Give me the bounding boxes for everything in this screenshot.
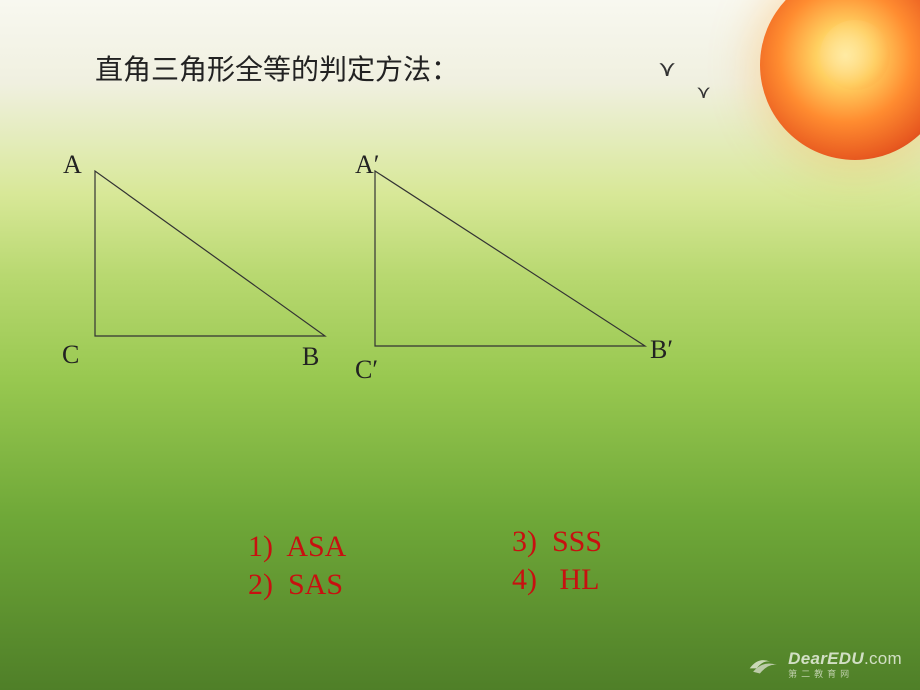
vertex-label-C-prime: C′ xyxy=(355,355,378,385)
triangle-left-shape xyxy=(95,171,325,336)
logo-swoosh-icon xyxy=(748,653,782,677)
logo-name: DearEDU xyxy=(788,649,864,668)
vertex-label-C: C xyxy=(62,340,79,370)
bird-icon: ⋎ xyxy=(696,82,711,103)
slide-title: 直角三角形全等的判定方法： xyxy=(95,48,459,88)
triangle-left xyxy=(90,166,340,351)
logo-text: DearEDU.com 第二教育网 xyxy=(788,649,902,680)
vertex-label-A-prime: A′ xyxy=(355,150,379,180)
answer-4: 4) HL xyxy=(512,563,599,597)
answer-1: 1) ASA xyxy=(248,530,346,564)
bird-icon: ⋎ xyxy=(658,56,676,82)
vertex-label-B: B xyxy=(302,342,319,372)
triangle-right-shape xyxy=(375,171,645,346)
vertex-label-A: A xyxy=(63,150,82,180)
sun-highlight xyxy=(820,20,890,90)
answer-3: 3) SSS xyxy=(512,525,602,559)
answer-2: 2) SAS xyxy=(248,568,343,602)
site-logo: DearEDU.com 第二教育网 xyxy=(748,649,902,680)
vertex-label-B-prime: B′ xyxy=(650,335,673,365)
logo-sub: 第二教育网 xyxy=(788,667,902,680)
logo-dot: .com xyxy=(864,649,902,668)
triangle-right xyxy=(370,166,670,361)
